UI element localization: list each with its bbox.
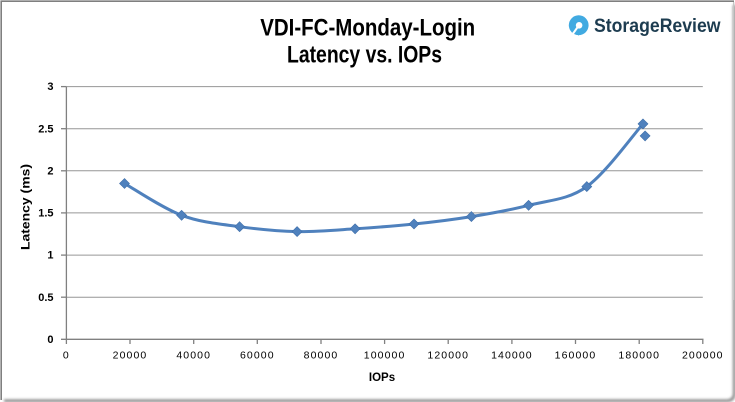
svg-text:200000: 200000 bbox=[682, 350, 724, 362]
svg-text:180000: 180000 bbox=[618, 350, 660, 362]
svg-text:Latency vs. IOPs: Latency vs. IOPs bbox=[287, 42, 442, 69]
svg-text:IOPs: IOPs bbox=[369, 372, 395, 384]
svg-text:80000: 80000 bbox=[304, 350, 339, 362]
svg-text:0: 0 bbox=[47, 334, 53, 346]
svg-text:2: 2 bbox=[47, 165, 53, 177]
svg-text:1.5: 1.5 bbox=[38, 208, 53, 220]
svg-text:0.5: 0.5 bbox=[38, 292, 53, 304]
svg-text:StorageReview: StorageReview bbox=[594, 15, 721, 37]
svg-text:160000: 160000 bbox=[555, 350, 597, 362]
svg-text:20000: 20000 bbox=[113, 350, 148, 362]
svg-text:2.5: 2.5 bbox=[38, 123, 53, 135]
svg-text:0: 0 bbox=[63, 350, 70, 362]
svg-text:60000: 60000 bbox=[240, 350, 275, 362]
svg-text:140000: 140000 bbox=[491, 350, 533, 362]
svg-text:40000: 40000 bbox=[176, 350, 211, 362]
svg-text:Latency (ms): Latency (ms) bbox=[19, 164, 33, 250]
svg-text:1: 1 bbox=[47, 250, 53, 262]
svg-text:3: 3 bbox=[47, 81, 53, 93]
svg-text:100000: 100000 bbox=[364, 350, 406, 362]
svg-text:VDI-FC-Monday-Login: VDI-FC-Monday-Login bbox=[260, 14, 475, 41]
svg-text:120000: 120000 bbox=[427, 350, 469, 362]
